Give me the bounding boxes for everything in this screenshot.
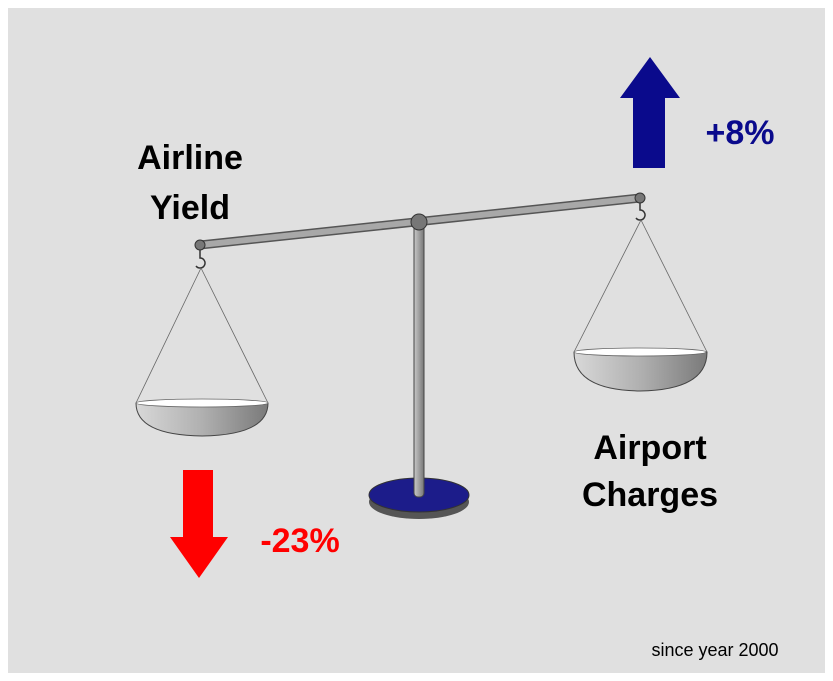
right-end <box>635 193 645 203</box>
left-end <box>195 240 205 250</box>
pole <box>414 222 424 497</box>
page: Airline Yield -23% +8% Airport Charges s… <box>0 0 833 681</box>
left-pan-top <box>136 399 268 407</box>
right-change: +8% <box>706 114 775 152</box>
footnote: since year 2000 <box>651 640 778 660</box>
right-label-line: Airport <box>593 429 706 467</box>
right-pan-top <box>574 348 706 356</box>
left-label-line: Airline <box>137 139 243 177</box>
left-label-line: Yield <box>150 189 230 227</box>
right-label-line: Charges <box>582 476 718 514</box>
diagram: Airline Yield -23% +8% Airport Charges s… <box>0 0 833 681</box>
pivot <box>411 214 427 230</box>
left-change: -23% <box>260 522 339 560</box>
